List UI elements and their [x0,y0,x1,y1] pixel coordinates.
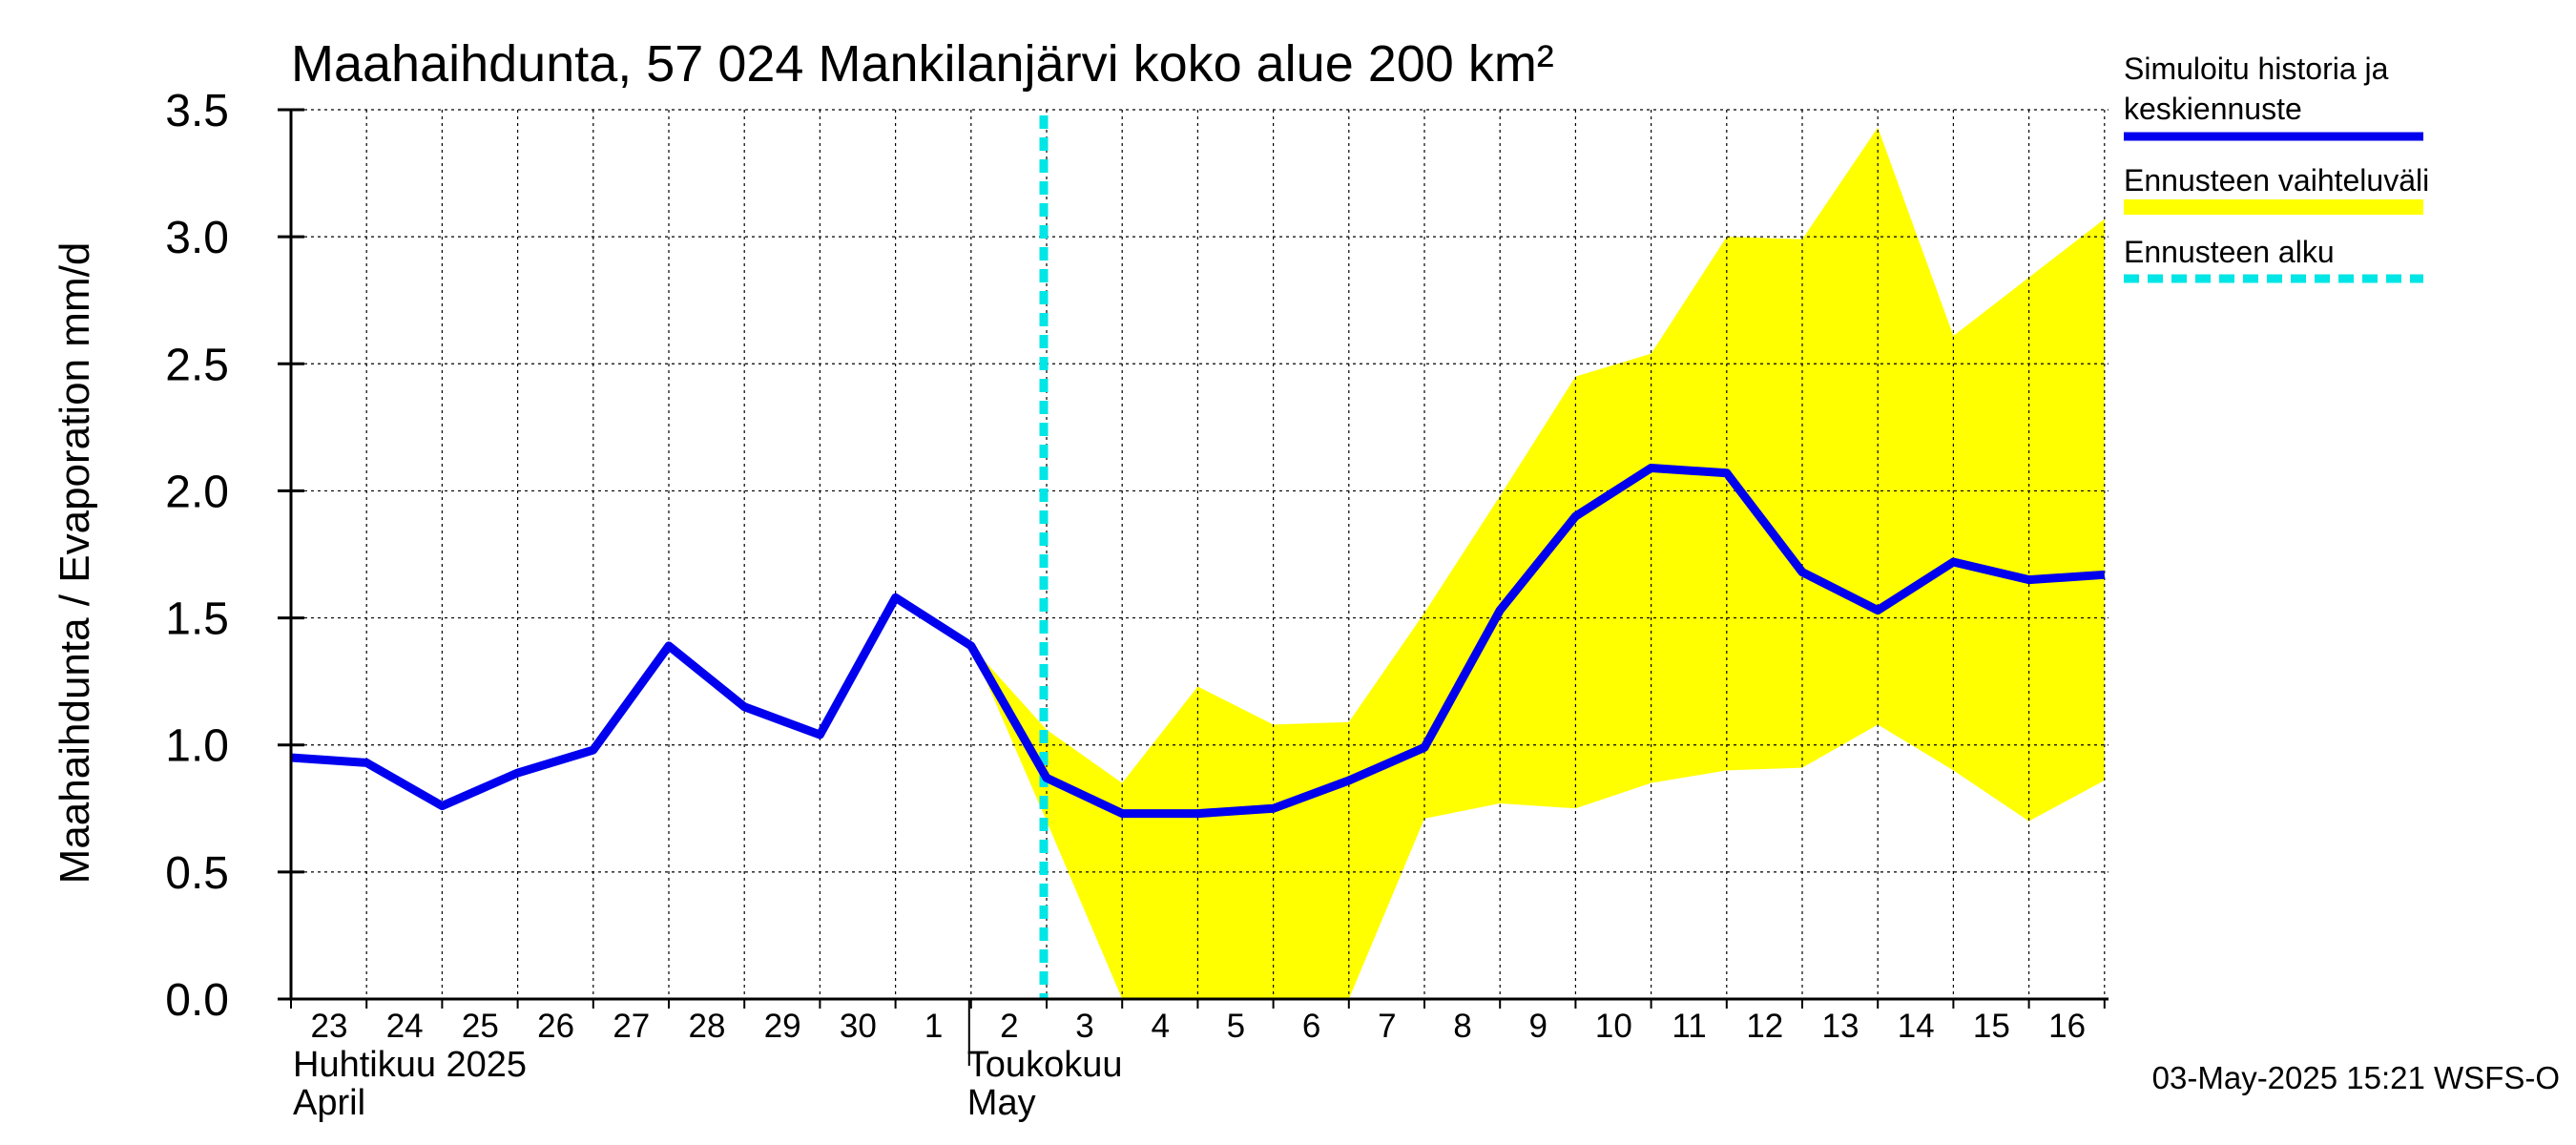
legend-label-simulated: Simuloitu historia ja [2124,52,2389,86]
x-tick-label: 27 [613,1008,650,1045]
x-tick-label: 24 [386,1008,424,1045]
y-axis-label: Maahaihdunta / Evaporation mm/d [52,242,98,885]
x-tick-label: 23 [311,1008,348,1045]
x-tick-label: 16 [2048,1008,2086,1045]
chart-title: Maahaihdunta, 57 024 Mankilanjärvi koko … [291,35,1554,93]
month-label-fi: Toukokuu [967,1045,1123,1085]
legend-label-simulated-line2: keskiennuste [2124,92,2302,126]
x-tick-label: 15 [1973,1008,2010,1045]
y-tick-label: 2.5 [165,340,229,390]
series-line-simulated [290,463,2106,819]
x-tick-label: 1 [924,1008,943,1045]
x-tick-label: 28 [689,1008,726,1045]
x-tick-label: 30 [840,1008,877,1045]
y-tick-label: 3.0 [165,213,229,263]
grid-lines [291,109,2109,1000]
month-label-en: May [967,1083,1036,1123]
y-tick-label: 0.5 [165,848,229,899]
x-tick-label: 6 [1302,1008,1320,1045]
series-lines [290,463,2106,819]
y-tick-label: 3.5 [165,86,229,136]
y-tick-label: 0.0 [165,975,229,1026]
month-label-en: April [293,1083,365,1123]
x-tick-label: 25 [462,1008,499,1045]
legend: Simuloitu historia ja keskiennuste Ennuste… [2124,52,2429,283]
x-tick-label: 9 [1528,1008,1547,1045]
legend-label-range: Ennusteen vaihteluväli [2124,163,2429,198]
y-tick-label: 1.0 [165,721,229,772]
x-tick-label: 8 [1453,1008,1471,1045]
x-tick-label: 12 [1746,1008,1783,1045]
x-tick-label: 7 [1378,1008,1396,1045]
y-tick-label: 1.5 [165,594,229,645]
x-tick-label: 13 [1822,1008,1859,1045]
x-tick-label: 26 [537,1008,574,1045]
axes [278,108,2109,1066]
x-tick-label: 10 [1595,1008,1632,1045]
y-tick-labels: 0.0 0.5 1.0 1.5 2.0 2.5 3.0 3.5 [165,86,229,1026]
x-tick-label: 29 [764,1008,801,1045]
legend-label-forecast-start: Ennusteen alku [2124,235,2335,269]
x-tick-label: 2 [1000,1008,1018,1045]
x-tick-label: 14 [1898,1008,1935,1045]
timestamp-footer: 03-May-2025 15:21 WSFS-O [2152,1060,2560,1095]
x-tick-label: 4 [1151,1008,1169,1045]
x-tick-label: 11 [1672,1008,1706,1045]
x-tick-label: 5 [1227,1008,1245,1045]
month-label-fi: Huhtikuu 2025 [293,1045,527,1085]
y-tick-label: 2.0 [165,467,229,517]
x-tick-labels: 23 24 25 26 27 28 29 30 1 2 3 4 5 6 7 8 9 10 11 12 13 14 15 16 [311,1008,2087,1045]
x-tick-label: 3 [1075,1008,1093,1045]
